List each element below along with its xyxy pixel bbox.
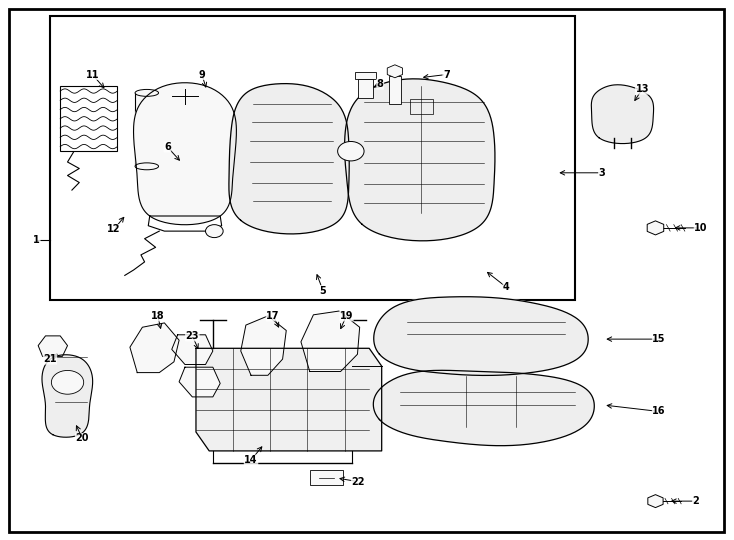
Circle shape (51, 370, 84, 394)
Text: 6: 6 (164, 142, 171, 152)
Ellipse shape (135, 163, 159, 170)
Bar (355, 72, 376, 79)
Text: 4: 4 (503, 282, 510, 292)
Polygon shape (648, 495, 663, 508)
Circle shape (338, 141, 364, 161)
Bar (310, 470, 343, 485)
Polygon shape (374, 296, 588, 375)
Text: 8: 8 (377, 79, 384, 89)
Polygon shape (592, 85, 653, 144)
Text: 9: 9 (198, 70, 206, 79)
Polygon shape (42, 355, 92, 437)
Polygon shape (179, 367, 220, 397)
Bar (50, 16, 575, 300)
Polygon shape (196, 348, 382, 451)
Text: 18: 18 (151, 311, 164, 321)
Polygon shape (241, 316, 286, 375)
Text: 22: 22 (352, 477, 365, 487)
Polygon shape (344, 79, 495, 241)
Text: 3: 3 (598, 168, 606, 178)
Text: 2: 2 (692, 496, 700, 506)
Text: 20: 20 (76, 434, 89, 443)
Text: 14: 14 (244, 455, 258, 465)
Text: 10: 10 (694, 223, 708, 233)
Polygon shape (134, 83, 236, 225)
Circle shape (206, 225, 223, 238)
Text: 21: 21 (43, 354, 57, 364)
Bar (358, 79, 373, 98)
Text: 17: 17 (266, 311, 280, 321)
Text: 16: 16 (653, 407, 666, 416)
Bar (60, 86, 117, 151)
Polygon shape (38, 336, 68, 356)
Text: 11: 11 (86, 70, 99, 79)
Bar (135, 93, 159, 166)
Ellipse shape (135, 90, 159, 96)
Text: 12: 12 (107, 225, 120, 234)
Text: 19: 19 (340, 311, 353, 321)
Polygon shape (374, 370, 595, 446)
Text: 5: 5 (319, 286, 327, 295)
Text: 1: 1 (33, 235, 40, 245)
Text: 7: 7 (443, 70, 450, 79)
Bar (410, 99, 433, 114)
Polygon shape (388, 65, 402, 78)
Polygon shape (647, 221, 664, 235)
Polygon shape (130, 323, 179, 373)
Polygon shape (301, 311, 360, 372)
Polygon shape (229, 84, 349, 234)
Polygon shape (172, 335, 213, 365)
Text: 13: 13 (636, 84, 649, 94)
Text: 23: 23 (186, 331, 199, 341)
Bar (389, 76, 401, 104)
Text: 15: 15 (653, 334, 666, 344)
